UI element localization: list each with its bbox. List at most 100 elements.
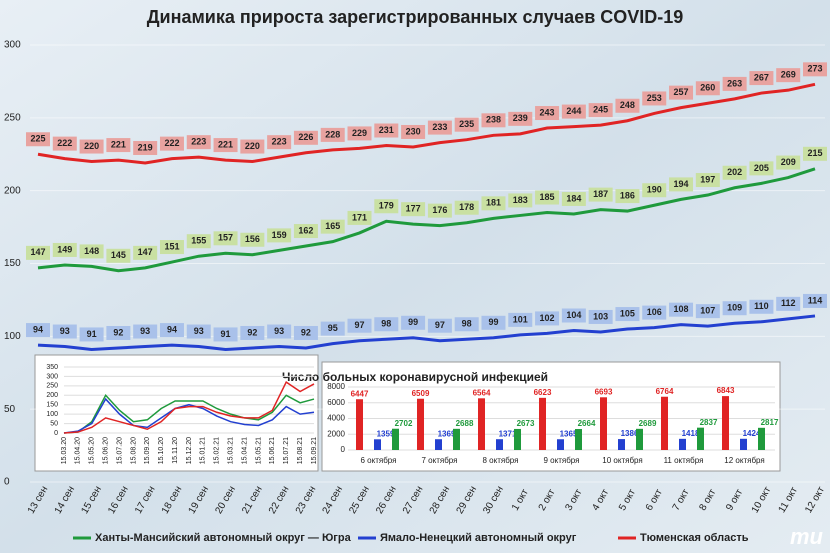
y-tick-label: 50: [4, 404, 16, 415]
data-label: 103: [593, 311, 608, 321]
bar: [496, 439, 503, 450]
x-tick-label: 15.12.20: [186, 437, 193, 464]
data-label: 219: [138, 142, 153, 152]
y-tick-label: 50: [50, 420, 58, 427]
data-label: 1365: [560, 429, 578, 438]
label-box: [803, 293, 827, 308]
label-box: [79, 244, 104, 259]
bar: [557, 439, 564, 450]
label-box: [374, 317, 399, 332]
label-box: [159, 136, 184, 151]
line: [63, 397, 315, 434]
label-box: [401, 315, 426, 330]
data-label: 225: [30, 134, 45, 144]
data-label: 151: [164, 241, 179, 251]
x-tick-label: 8 октября: [483, 456, 519, 465]
y-tick-label: 150: [4, 258, 21, 269]
data-label: 2688: [456, 419, 474, 428]
data-label: 209: [781, 157, 796, 167]
data-label: 202: [727, 167, 742, 177]
y-tick-label: 0: [54, 430, 58, 437]
label-box: [508, 111, 533, 126]
y-tick-label: 200: [46, 392, 58, 399]
label-box: [133, 140, 158, 155]
x-tick-label: 15.07.20: [116, 437, 123, 464]
label-box: [133, 324, 158, 339]
data-label: 101: [513, 314, 528, 324]
data-label: 1369: [438, 429, 456, 438]
data-label: 2664: [578, 419, 596, 428]
label-box: [615, 307, 640, 322]
label-box: [79, 139, 104, 154]
data-label: 223: [272, 137, 287, 147]
data-label: 248: [620, 100, 635, 110]
data-label: 245: [593, 104, 608, 114]
data-label: 6564: [473, 388, 491, 397]
label-box: [320, 219, 345, 234]
data-label: 112: [781, 298, 796, 308]
x-tick-label: 11 октября: [664, 456, 704, 465]
data-label: 197: [700, 174, 715, 184]
y-tick-label: 300: [4, 40, 21, 51]
data-label: 6764: [656, 387, 674, 396]
label-box: [642, 305, 667, 320]
data-label: 149: [57, 244, 72, 254]
x-tick-label: 15.04.21: [241, 437, 248, 464]
label-box: [749, 71, 774, 86]
label-box: [642, 183, 667, 198]
label-box: [52, 242, 77, 257]
data-label: 187: [593, 189, 608, 199]
data-label: 6509: [412, 389, 430, 398]
label-box: [749, 161, 774, 176]
data-label: 235: [459, 119, 474, 129]
data-label: 93: [274, 326, 284, 336]
data-label: 190: [647, 185, 662, 195]
label-box: [695, 304, 720, 319]
data-label: 273: [807, 64, 822, 74]
data-label: 229: [352, 128, 367, 138]
y-tick-label: 100: [4, 331, 21, 342]
x-tick-label: 15.08.21: [297, 437, 304, 464]
label-box: [213, 138, 238, 153]
data-label: 97: [355, 320, 365, 330]
data-label: 215: [807, 148, 822, 158]
x-tick-label: 15.05.21: [255, 437, 262, 464]
label-box: [803, 62, 827, 77]
data-label: 92: [247, 327, 257, 337]
label-box: [347, 126, 372, 141]
data-label: 183: [513, 195, 528, 205]
y-tick-label: 6000: [327, 398, 345, 407]
data-label: 184: [566, 193, 581, 203]
data-label: 2837: [700, 418, 718, 427]
inset-title: Число больных коронавирусной инфекцией: [282, 370, 548, 384]
bar: [618, 439, 625, 450]
data-label: 171: [352, 212, 367, 222]
bar: [636, 428, 643, 450]
data-label: 92: [301, 327, 311, 337]
legend-label: Тюменская область: [640, 532, 749, 544]
bar: [453, 428, 460, 450]
data-label: 260: [700, 83, 715, 93]
data-label: 148: [84, 246, 99, 256]
data-label: 233: [432, 122, 447, 132]
label-box: [722, 165, 747, 180]
label-box: [454, 200, 479, 215]
legend-label: Ямало-Ненецкий автономный округ: [380, 532, 577, 544]
logo: mu: [790, 524, 824, 549]
data-label: 221: [111, 139, 126, 149]
x-tick-label: 15.08.20: [130, 437, 137, 464]
y-tick-label: 8000: [327, 382, 345, 391]
label-box: [508, 193, 533, 208]
data-label: 244: [566, 106, 581, 116]
x-tick-label: 15.06.20: [103, 437, 110, 464]
data-label: 220: [84, 141, 99, 151]
label-box: [481, 315, 506, 330]
data-label: 156: [245, 234, 260, 244]
data-label: 104: [566, 310, 581, 320]
label-box: [454, 317, 479, 332]
label-box: [776, 155, 801, 170]
data-label: 253: [647, 93, 662, 103]
legend-label: Ханты-Мансийский автономный округ — Югра: [95, 532, 352, 544]
bar: [740, 438, 747, 450]
